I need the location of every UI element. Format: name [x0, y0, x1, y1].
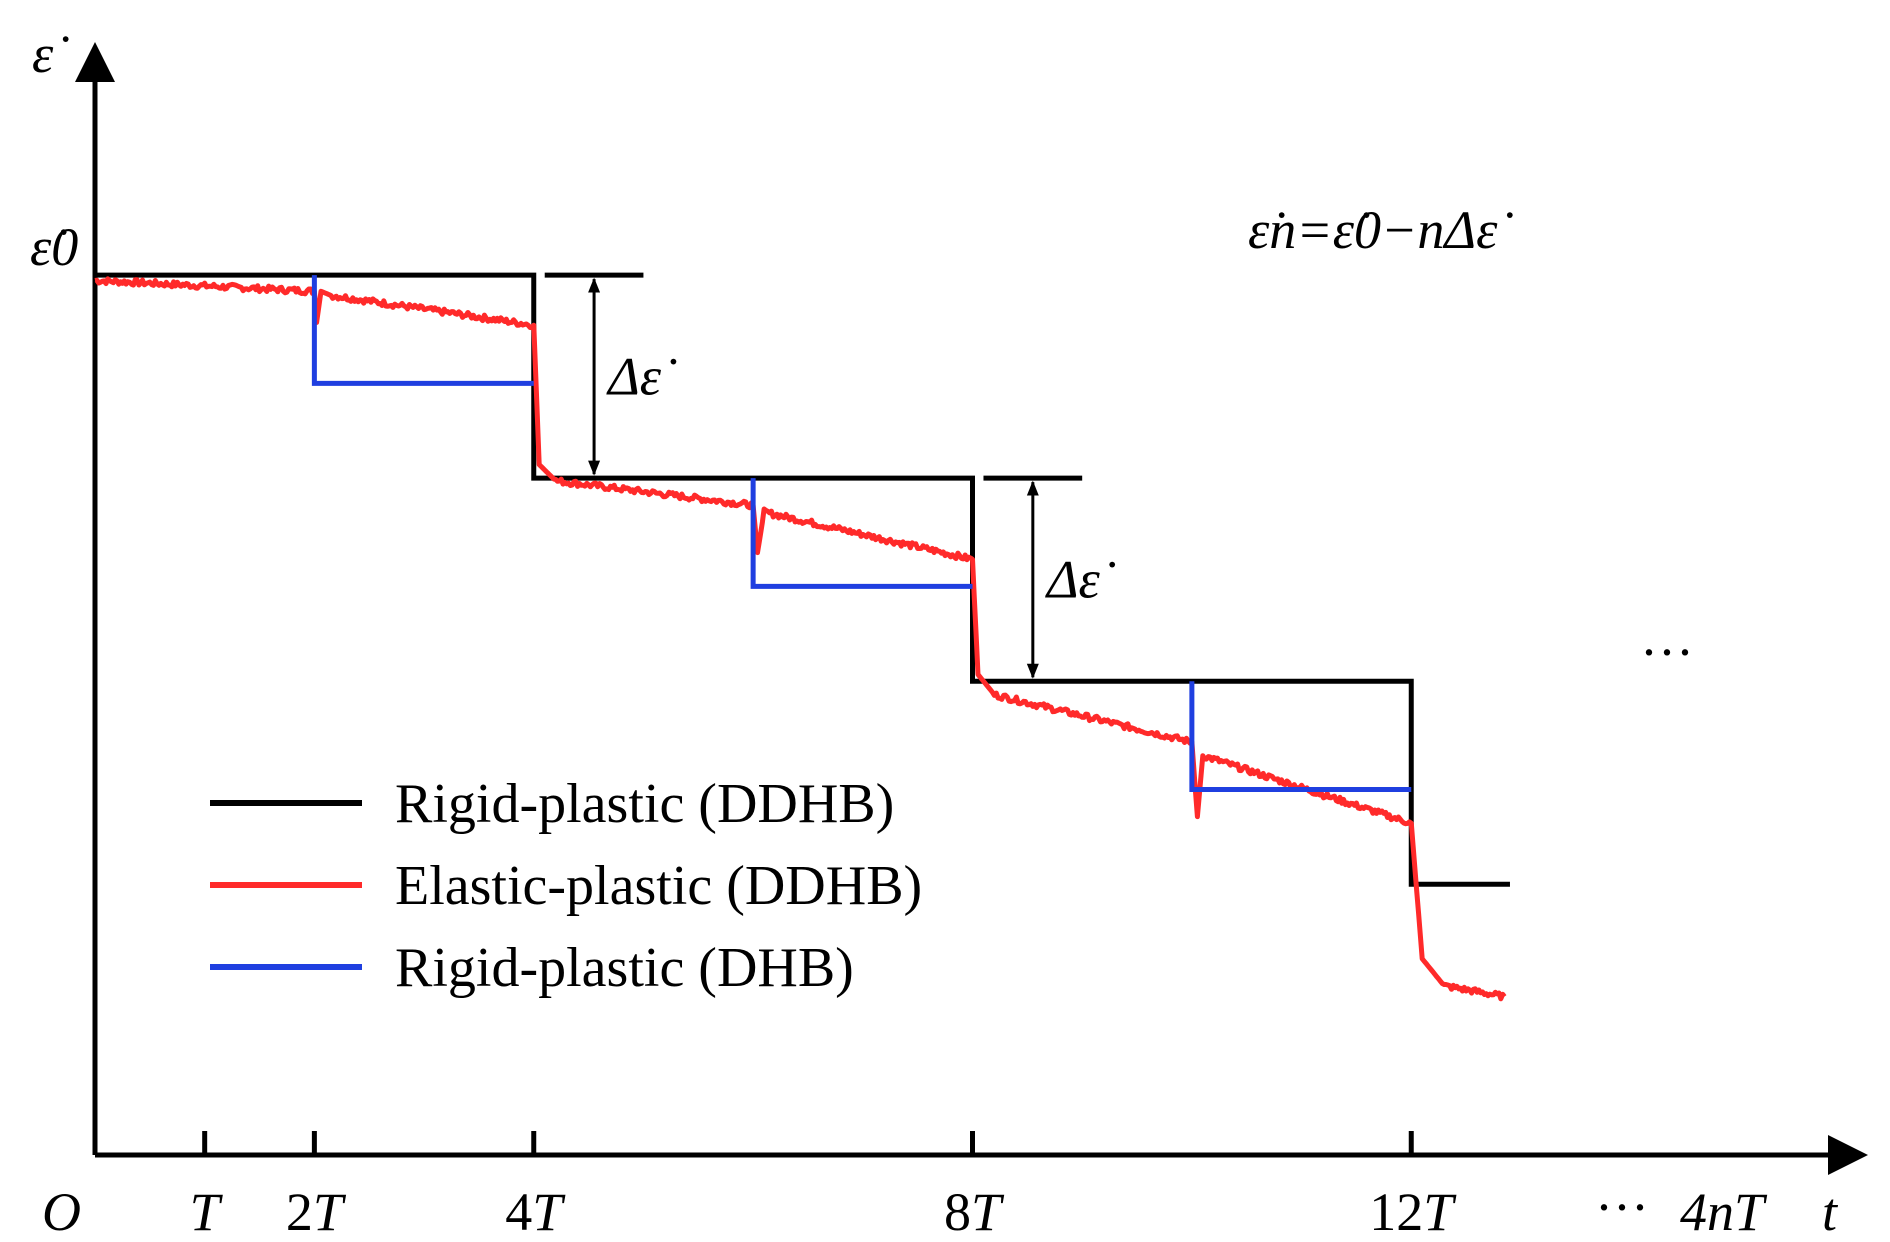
formula-text: ε̇n=ε̇0−nΔε̇: [1248, 200, 1513, 260]
x-tail-label: 4nT: [1680, 1182, 1768, 1242]
delta-label: Δε̇: [606, 347, 677, 407]
x-tick-label: T: [190, 1182, 224, 1242]
y-axis-label: ε̇: [32, 24, 69, 84]
x-tick-label: 4T: [505, 1182, 566, 1242]
legend-label-rigid-dhb: Rigid-plastic (DHB): [395, 937, 854, 999]
series-rigid-plastic-dhb-segment: [311, 275, 534, 386]
origin-label: O: [42, 1182, 81, 1242]
legend-label-elastic-ddhb: Elastic-plastic (DDHB): [395, 855, 922, 917]
x-tail-dots: ···: [1595, 1177, 1649, 1237]
x-tick-label: 2T: [286, 1182, 347, 1242]
continuation-dots: ···: [1640, 622, 1694, 682]
legend-label-rigid-ddhb: Rigid-plastic (DDHB): [395, 773, 894, 835]
series-rigid-plastic-dhb-segment: [1189, 681, 1412, 792]
x-tick-label: 12T: [1369, 1182, 1457, 1242]
delta-label: Δε̇: [1045, 550, 1116, 610]
x-ticks: T 2T 4T 8T 12T: [190, 1131, 1457, 1242]
x-tick-label: 8T: [944, 1182, 1005, 1242]
legend: Rigid-plastic (DDHB) Elastic-plastic (DD…: [210, 773, 922, 999]
y-tick-label: ε̇0: [30, 217, 78, 277]
x-axis-label: t: [1822, 1182, 1839, 1242]
series-rigid-plastic-dhb-segment: [750, 478, 973, 589]
series-layer: [94, 272, 1510, 1002]
series-elastic-plastic-ddhb: [94, 276, 1507, 1002]
